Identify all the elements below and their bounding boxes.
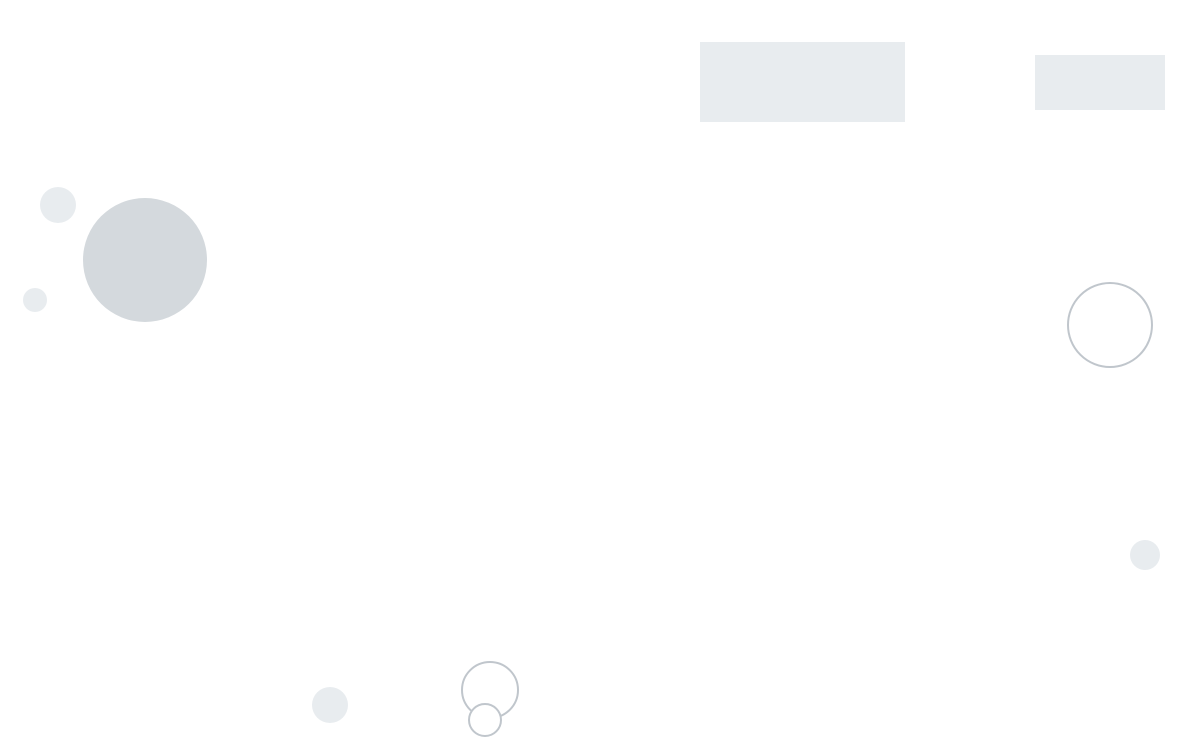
bg-circle <box>83 198 207 322</box>
bg-circle <box>1130 540 1160 570</box>
bg-rect <box>1035 55 1165 110</box>
bg-circle <box>1068 283 1152 367</box>
bg-circle <box>312 687 348 723</box>
bg-rect <box>700 42 905 122</box>
bg-circle <box>40 187 76 223</box>
bg-circle <box>23 288 47 312</box>
bg-circle <box>469 704 501 736</box>
